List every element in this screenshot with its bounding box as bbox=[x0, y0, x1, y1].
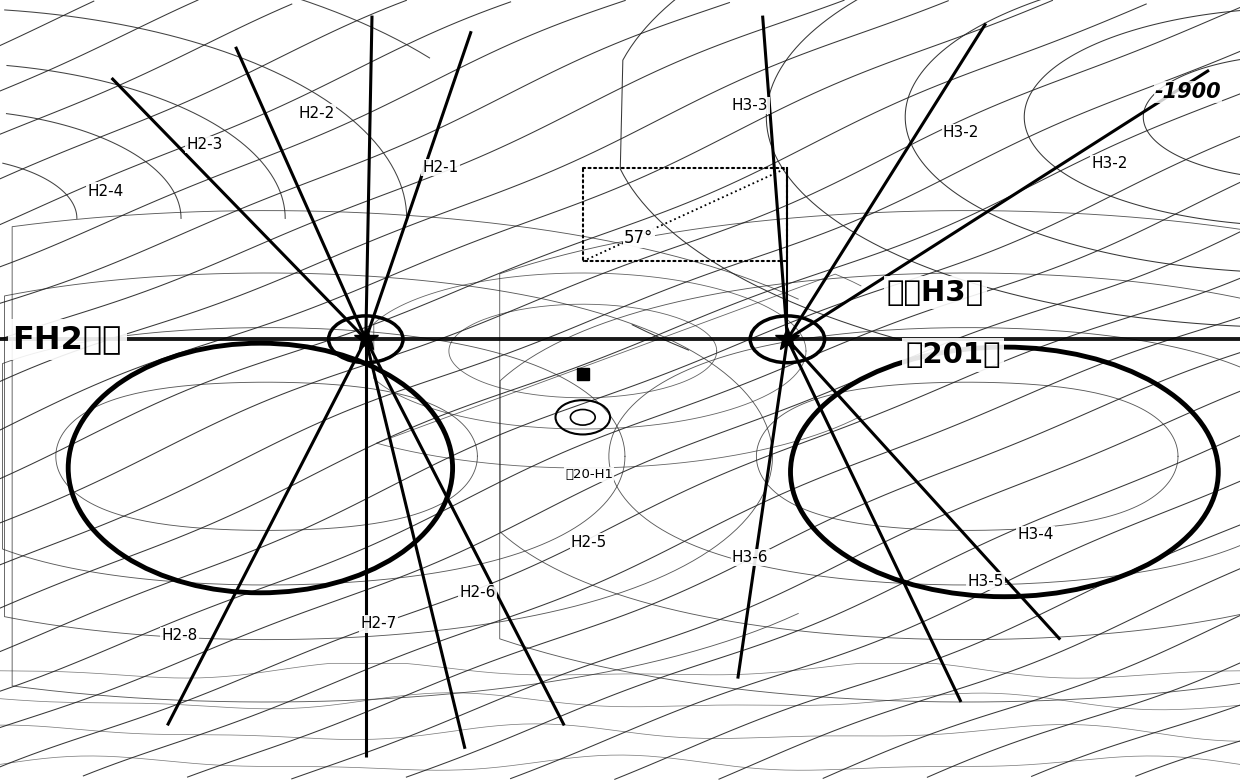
Text: H3-6: H3-6 bbox=[732, 550, 769, 566]
Text: H2-3: H2-3 bbox=[186, 136, 223, 152]
Text: H2-6: H2-6 bbox=[459, 585, 496, 601]
Text: FH2平台: FH2平台 bbox=[12, 324, 122, 355]
Text: H2-1: H2-1 bbox=[422, 160, 459, 176]
Text: H2-4: H2-4 bbox=[87, 183, 124, 199]
Text: H3-2: H3-2 bbox=[1091, 156, 1128, 172]
Text: 57°: 57° bbox=[624, 229, 653, 247]
Text: H3-2: H3-2 bbox=[942, 125, 980, 140]
Text: 长宁H3平: 长宁H3平 bbox=[887, 278, 983, 307]
Text: H3-3: H3-3 bbox=[732, 98, 769, 113]
Text: H3-4: H3-4 bbox=[1017, 526, 1054, 542]
Text: H2-8: H2-8 bbox=[161, 628, 198, 644]
Text: H3-5: H3-5 bbox=[967, 573, 1004, 589]
Text: 宁201图: 宁201图 bbox=[905, 341, 1001, 369]
Text: H2-2: H2-2 bbox=[298, 105, 335, 121]
Text: 宁20-H1: 宁20-H1 bbox=[565, 468, 613, 481]
Text: H2-7: H2-7 bbox=[360, 616, 397, 632]
Text: H2-5: H2-5 bbox=[570, 534, 608, 550]
Text: -1900: -1900 bbox=[1154, 82, 1221, 102]
